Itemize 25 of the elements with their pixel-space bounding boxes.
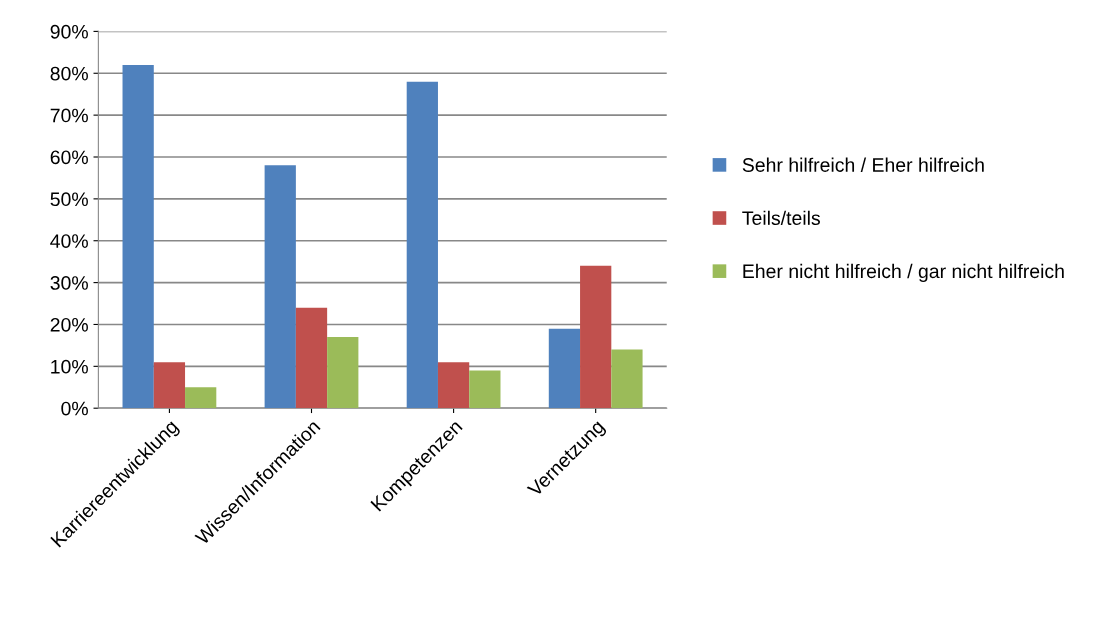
bar	[264, 165, 296, 409]
bar	[580, 265, 612, 409]
y-tick-label: 70%	[50, 108, 88, 123]
y-tick-label: 40%	[50, 234, 88, 248]
bar	[406, 81, 438, 409]
y-tick-label: 30%	[50, 276, 88, 290]
bar	[611, 349, 643, 409]
bar	[327, 337, 359, 409]
y-tick-label: 20%	[50, 317, 88, 332]
y-tick-label: 90%	[50, 24, 88, 39]
bar	[185, 387, 217, 409]
bar	[437, 362, 470, 409]
bar	[153, 362, 186, 409]
legend-label: Sehr hilfreich / Eher hilfreich	[742, 157, 984, 172]
y-tick-label: 50%	[50, 192, 88, 207]
legend-label: Eher nicht hilfreich / gar nicht hilfreich	[743, 263, 1064, 282]
legend-label: Teils/teils	[742, 210, 820, 226]
bar	[469, 370, 501, 409]
y-tick-label: 80%	[50, 66, 88, 81]
bar	[548, 328, 581, 409]
bar	[295, 307, 328, 409]
y-tick-label: 60%	[50, 150, 88, 165]
y-tick-label: 0%	[61, 401, 88, 416]
y-tick-label: 10%	[51, 359, 88, 374]
bar	[122, 64, 154, 409]
